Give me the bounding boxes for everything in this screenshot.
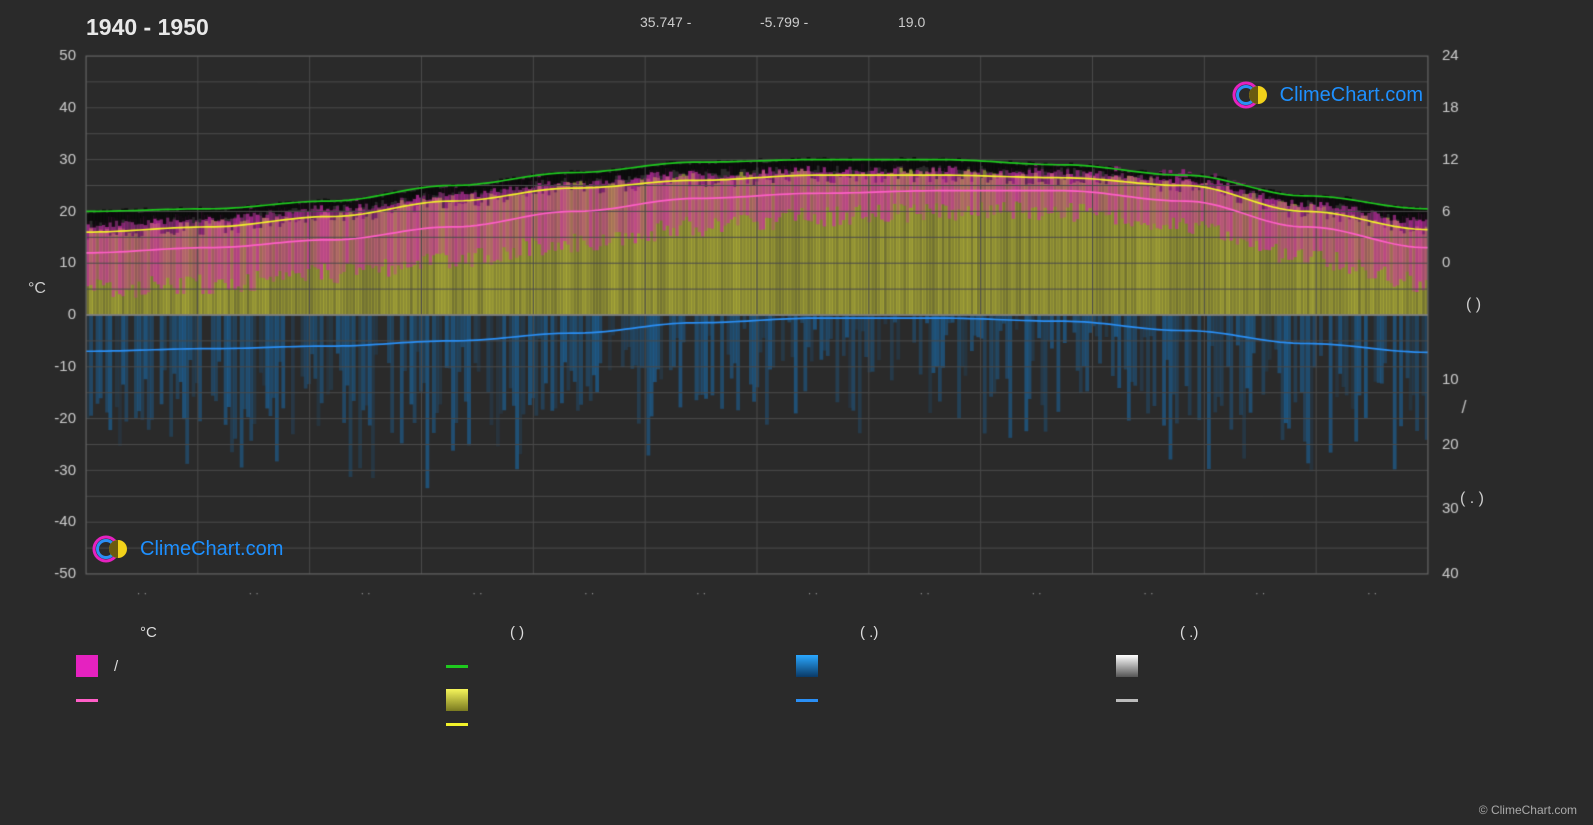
legend-item (796, 655, 1116, 677)
legend-swatch (76, 655, 98, 677)
legend-header: °C (140, 624, 510, 641)
logo-text: ClimeChart.com (140, 538, 283, 561)
legend-header: ( .) (1180, 624, 1500, 641)
legend-item (1116, 655, 1436, 677)
legend-swatch (446, 689, 468, 711)
legend-swatch (1116, 699, 1138, 702)
yright-label-bot: ( . ) (1460, 490, 1484, 508)
header-lon: -5.799 - (760, 14, 808, 30)
legend-item (446, 689, 796, 711)
header-lat: 35.747 - (640, 14, 691, 30)
legend-item (796, 699, 1116, 702)
legend-item (446, 665, 796, 668)
header-alt: 19.0 (898, 14, 925, 30)
legend-label: / (114, 658, 118, 675)
logo-top: ClimeChart.com (1232, 76, 1423, 114)
logo-bottom: ClimeChart.com (92, 530, 283, 568)
legend-swatch (1116, 655, 1138, 677)
legend-item (1116, 699, 1436, 702)
legend-headers: °C ( ) ( .) ( .) (70, 624, 1530, 641)
legend-swatch (446, 665, 468, 668)
legend-item: / (76, 655, 446, 677)
legend-header: ( ) (510, 624, 860, 641)
copyright: © ClimeChart.com (1479, 803, 1577, 817)
yright-label-top: ( ) (1466, 296, 1481, 314)
legend-swatch (446, 723, 468, 726)
legend-item (76, 699, 446, 702)
legend-header: ( .) (860, 624, 1180, 641)
logo-icon (1232, 76, 1270, 114)
legend-swatch (76, 699, 98, 702)
legend: °C ( ) ( .) ( .) / (70, 624, 1530, 738)
legend-item (446, 723, 796, 726)
legend-swatch (796, 699, 818, 702)
legend-swatch (796, 655, 818, 677)
yleft-label: °C (28, 280, 46, 298)
logo-text: ClimeChart.com (1280, 84, 1423, 107)
chart-title: 1940 - 1950 (86, 14, 209, 41)
logo-icon (92, 530, 130, 568)
